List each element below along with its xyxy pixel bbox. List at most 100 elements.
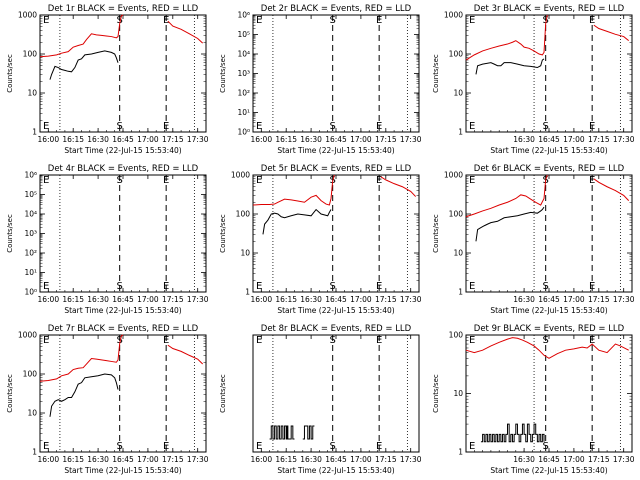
x-axis-label: Start Time (22-Jul-15 15:53:40) — [64, 466, 181, 475]
left-edge-marker-label-bottom: E — [43, 121, 49, 132]
panel-title: Det 8r BLACK = Events, RED = LLD — [261, 324, 412, 334]
y-tick-label: 1 — [458, 448, 463, 457]
plot-frame — [465, 174, 633, 293]
start-marker-label: S — [330, 15, 336, 26]
y-tick-label: 10⁶ — [24, 171, 37, 180]
end-marker-label-bottom: E — [589, 121, 595, 132]
plot-frame — [39, 14, 207, 133]
x-tick-label: 16:15 — [62, 295, 84, 304]
plot-frame — [252, 174, 420, 293]
plot-frame — [39, 174, 207, 293]
x-axis-label: Start Time (22-Jul-15 15:53:40) — [64, 306, 181, 315]
x-tick-label: 16:30 — [87, 455, 109, 464]
x-tick-label: 16:15 — [275, 135, 297, 144]
x-tick-label: 17:15 — [375, 455, 397, 464]
x-tick-label: 16:45 — [112, 135, 134, 144]
x-tick-label: 17:00 — [350, 135, 372, 144]
x-axis-label: Start Time (22-Jul-15 15:53:40) — [64, 146, 181, 155]
y-tick-label: 10⁰ — [237, 128, 250, 137]
panel-det-6: Det 6r BLACK = Events, RED = LLD 16:30 16:… — [432, 164, 635, 315]
y-axis-label: Counts/sec — [6, 54, 14, 93]
end-marker-label: E — [589, 335, 595, 346]
x-axis-label: Start Time (22-Jul-15 15:53:40) — [490, 466, 607, 475]
events-series-line — [269, 425, 295, 440]
x-tick-label: 17:15 — [588, 295, 610, 304]
left-edge-marker-label-bottom: E — [256, 441, 262, 452]
y-tick-label: 10¹ — [237, 108, 250, 117]
events-series-line — [262, 208, 332, 235]
left-edge-marker-label-bottom: E — [256, 121, 262, 132]
x-tick-label: 16:30 — [300, 455, 322, 464]
x-tick-label: 16:15 — [62, 135, 84, 144]
y-axis-label: Counts/sec — [432, 214, 440, 253]
y-tick-label: 100 — [236, 210, 251, 219]
y-tick-label: 1 — [458, 128, 463, 137]
y-tick-label: 100 — [449, 50, 464, 59]
x-tick-label: 17:30 — [613, 455, 635, 464]
x-tick-label: 17:00 — [137, 455, 159, 464]
y-tick-label: 10 — [27, 89, 37, 98]
end-marker-label-bottom: E — [376, 281, 382, 292]
x-tick-label: 17:00 — [563, 135, 585, 144]
x-tick-label: 16:30 — [513, 295, 535, 304]
end-marker-label: E — [163, 15, 169, 26]
left-edge-marker-label-bottom: E — [469, 121, 475, 132]
left-edge-marker-label-bottom: E — [256, 281, 262, 292]
start-marker-label-bottom: S — [117, 121, 123, 132]
y-axis-label: Counts/sec — [432, 54, 440, 93]
lld-series-line — [593, 24, 629, 42]
x-tick-label: 17:30 — [187, 295, 209, 304]
x-tick-label: 17:15 — [588, 455, 610, 464]
x-tick-label: 16:15 — [275, 455, 297, 464]
start-marker-label: S — [330, 335, 336, 346]
y-tick-label: 10⁴ — [237, 50, 250, 59]
panel-title: Det 4r BLACK = Events, RED = LLD — [48, 164, 199, 174]
x-tick-label: 16:45 — [325, 455, 347, 464]
y-tick-label: 10³ — [237, 69, 250, 78]
x-tick-label: 16:45 — [325, 295, 347, 304]
start-marker-label: S — [117, 335, 123, 346]
x-tick-label: 17:15 — [162, 295, 184, 304]
y-tick-label: 1000 — [231, 171, 250, 180]
x-tick-label: 16:00 — [250, 295, 272, 304]
x-tick-label: 16:00 — [37, 455, 59, 464]
x-tick-label: 16:00 — [250, 135, 272, 144]
y-tick-label: 100 — [23, 370, 38, 379]
y-tick-label: 10⁶ — [237, 11, 250, 20]
panel-title: Det 3r BLACK = Events, RED = LLD — [474, 4, 625, 14]
start-marker-label: S — [543, 15, 549, 26]
end-marker-label-bottom: E — [163, 121, 169, 132]
y-axis-label: Counts/sec — [219, 54, 227, 93]
lld-series-line — [39, 14, 124, 58]
left-edge-marker-label: E — [469, 335, 475, 346]
lld-series-line — [465, 174, 548, 218]
x-tick-label: 17:00 — [350, 295, 372, 304]
start-marker-label-bottom: S — [330, 441, 336, 452]
y-tick-label: 10² — [237, 89, 250, 98]
left-edge-marker-label: E — [256, 335, 262, 346]
plot-frame — [39, 334, 207, 453]
x-tick-label: 17:30 — [400, 135, 422, 144]
x-tick-label: 17:30 — [613, 135, 635, 144]
lld-series-line — [593, 178, 630, 201]
lld-series-line — [465, 14, 548, 61]
left-edge-marker-label: E — [256, 15, 262, 26]
left-edge-marker-label: E — [469, 15, 475, 26]
y-tick-label: 10 — [240, 249, 250, 258]
x-tick-label: 17:30 — [187, 455, 209, 464]
x-tick-label: 17:30 — [400, 295, 422, 304]
end-marker-label: E — [589, 175, 595, 186]
end-marker-label-bottom: E — [163, 441, 169, 452]
y-tick-label: 1 — [245, 288, 250, 297]
x-tick-label: 16:45 — [538, 135, 560, 144]
end-marker-label: E — [376, 175, 382, 186]
x-tick-label: 17:00 — [563, 455, 585, 464]
x-tick-label: 17:00 — [137, 295, 159, 304]
events-series-line — [480, 423, 545, 443]
lld-series-line — [252, 174, 335, 206]
y-tick-label: 100 — [23, 50, 38, 59]
end-marker-label-bottom: E — [376, 121, 382, 132]
